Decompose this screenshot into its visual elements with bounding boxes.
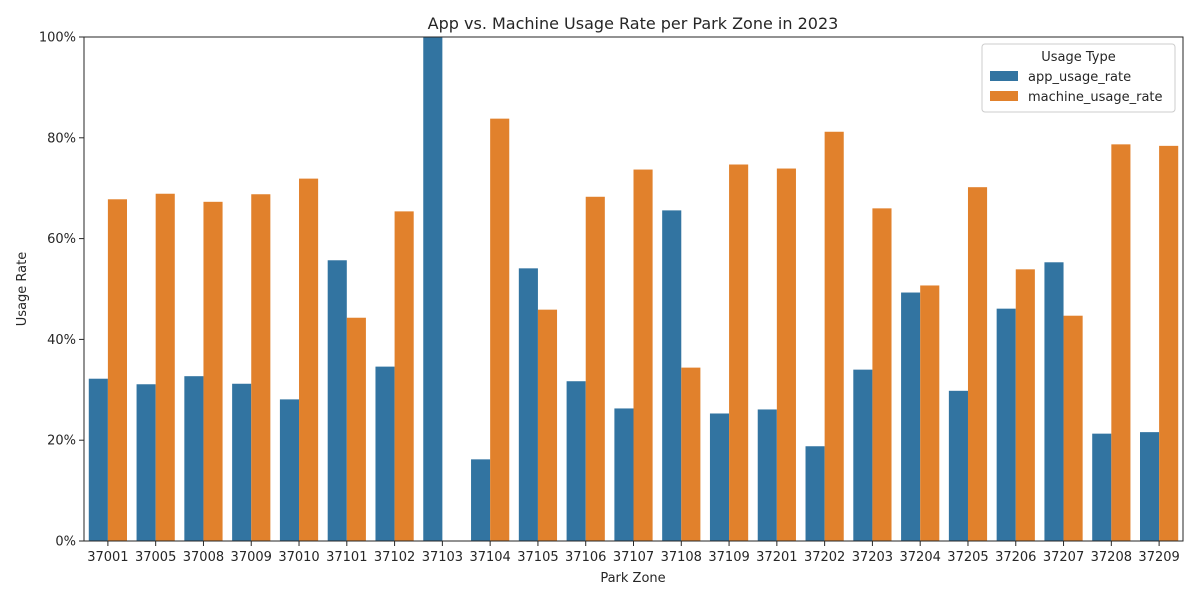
bar-app_usage_rate-37201: [757, 409, 777, 541]
legend-title: Usage Type: [1041, 50, 1116, 65]
x-tick-label: 37102: [374, 550, 415, 565]
x-tick-label: 37104: [469, 550, 510, 565]
bar-machine_usage_rate-37009: [251, 194, 271, 541]
x-tick-label: 37206: [995, 550, 1036, 565]
y-axis-label: Usage Rate: [15, 252, 30, 326]
bar-machine_usage_rate-37104: [490, 118, 510, 542]
y-tick-label: 60%: [47, 232, 76, 247]
bar-machine_usage_rate-37005: [155, 193, 175, 542]
bar-app_usage_rate-37010: [279, 399, 300, 541]
x-tick-label: 37203: [852, 550, 893, 565]
chart-title: App vs. Machine Usage Rate per Park Zone…: [428, 14, 839, 33]
legend-label-machine_usage_rate: machine_usage_rate: [1028, 90, 1163, 105]
x-tick-label: 37209: [1138, 550, 1179, 565]
bar-app_usage_rate-37106: [566, 381, 586, 541]
bar-machine_usage_rate-37108: [681, 367, 701, 541]
y-tick-label: 100%: [39, 31, 76, 46]
bar-machine_usage_rate-37207: [1063, 315, 1083, 541]
bar-app_usage_rate-37108: [662, 210, 682, 541]
y-tick-label: 80%: [47, 131, 76, 146]
bar-machine_usage_rate-37102: [394, 211, 414, 541]
legend: Usage Type app_usage_rate machine_usage_ra…: [981, 43, 1176, 113]
x-tick-label: 37105: [517, 550, 558, 565]
x-tick-label: 37107: [613, 550, 654, 565]
bar-app_usage_rate-37203: [853, 369, 873, 541]
bar-machine_usage_rate-37105: [537, 309, 558, 541]
bar-machine_usage_rate-37101: [346, 317, 366, 541]
x-tick-label: 37008: [183, 550, 224, 565]
bar-machine_usage_rate-37008: [203, 201, 223, 541]
x-tick-label: 37207: [1043, 550, 1084, 565]
bar-app_usage_rate-37205: [948, 390, 968, 541]
x-tick-label: 37005: [135, 550, 176, 565]
bar-app_usage_rate-37001: [88, 378, 108, 541]
bar-app_usage_rate-37102: [375, 366, 395, 541]
x-tick-label: 37202: [804, 550, 845, 565]
bar-app_usage_rate-37008: [184, 376, 204, 541]
x-tick-label: 37204: [900, 550, 941, 565]
x-tick-label: 37109: [708, 550, 749, 565]
x-tick-label: 37103: [422, 550, 463, 565]
y-tick-label: 0%: [55, 535, 76, 550]
x-tick-label: 37106: [565, 550, 606, 565]
bar-machine_usage_rate-37204: [920, 285, 940, 541]
bar-app_usage_rate-37109: [709, 413, 730, 541]
bar-app_usage_rate-37208: [1092, 433, 1112, 541]
bar-machine_usage_rate-37001: [107, 199, 127, 542]
x-tick-label: 37201: [756, 550, 797, 565]
y-tick-label: 20%: [47, 434, 76, 449]
bar-machine_usage_rate-37010: [299, 178, 319, 541]
bar-machine_usage_rate-37208: [1111, 144, 1131, 541]
bar-app_usage_rate-37101: [327, 260, 347, 541]
bars-group: [88, 37, 1179, 542]
x-tick-label: 37009: [231, 550, 272, 565]
bar-app_usage_rate-37009: [232, 383, 252, 541]
x-tick-label: 37001: [87, 550, 128, 565]
bar-machine_usage_rate-37209: [1159, 145, 1179, 542]
x-axis-label: Park Zone: [600, 571, 665, 586]
x-tick-label: 37208: [1091, 550, 1132, 565]
bar-app_usage_rate-37104: [471, 459, 491, 541]
x-tick-label: 37108: [661, 550, 702, 565]
bar-app_usage_rate-37103: [423, 37, 443, 541]
x-tick-label: 37101: [326, 550, 367, 565]
bar-app_usage_rate-37209: [1140, 432, 1160, 541]
axes-group: 0% 20% 40% 60% 80% 100% 37001 37005 37008 37009 37…: [39, 31, 1184, 565]
y-tick-label: 40%: [47, 333, 76, 348]
bar-app_usage_rate-37202: [805, 446, 825, 541]
bar-app_usage_rate-37005: [136, 384, 156, 541]
bar-machine_usage_rate-37107: [633, 169, 653, 542]
bar-machine_usage_rate-37109: [729, 164, 749, 541]
bar-app_usage_rate-37206: [996, 308, 1016, 541]
bar-app_usage_rate-37107: [614, 408, 634, 541]
legend-box: [981, 43, 1176, 113]
legend-label-app_usage_rate: app_usage_rate: [1028, 70, 1131, 85]
bar-machine_usage_rate-37202: [824, 131, 844, 541]
bar-machine_usage_rate-37203: [872, 208, 892, 542]
x-tick-label: 37010: [278, 550, 319, 565]
bar-machine_usage_rate-37206: [1015, 269, 1035, 541]
bar-app_usage_rate-37105: [518, 268, 538, 541]
bar-machine_usage_rate-37201: [776, 168, 796, 542]
bar-machine_usage_rate-37205: [967, 187, 988, 541]
legend-swatch-machine_usage_rate: [990, 91, 1018, 101]
legend-swatch-app_usage_rate: [990, 71, 1018, 81]
bar-app_usage_rate-37204: [901, 292, 921, 541]
bar-app_usage_rate-37207: [1044, 262, 1064, 541]
x-tick-label: 37205: [947, 550, 988, 565]
bar-machine_usage_rate-37106: [585, 196, 605, 541]
